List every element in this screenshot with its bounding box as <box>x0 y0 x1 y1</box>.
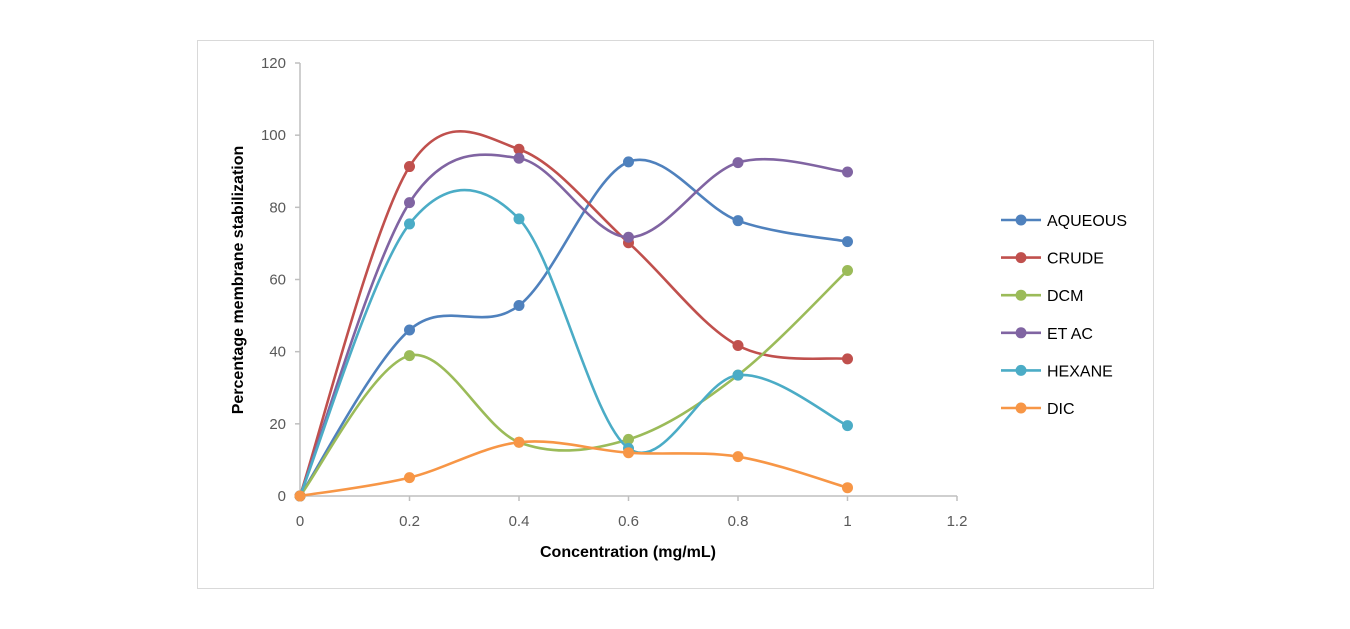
series-group <box>294 130 853 502</box>
series-aqueous <box>294 156 853 502</box>
data-point-et-ac <box>404 197 415 209</box>
legend-label-et-ac: ET AC <box>1047 326 1093 343</box>
series-line-crude <box>298 130 849 498</box>
data-point-dic <box>513 436 525 448</box>
y-tick-label: 60 <box>269 272 286 289</box>
x-axis-title: Concentration (mg/mL) <box>540 544 716 561</box>
data-point-crude <box>404 161 415 173</box>
x-tick-label: 0.4 <box>509 513 530 530</box>
y-tick-label: 0 <box>278 488 286 505</box>
data-point-dcm <box>842 264 853 276</box>
series-dcm <box>294 264 853 502</box>
data-point-hexane <box>732 369 744 381</box>
legend-label-dic: DIC <box>1047 401 1075 418</box>
data-point-dic <box>404 472 415 484</box>
data-point-aqueous <box>404 324 415 336</box>
legend-marker-crude <box>1015 252 1027 264</box>
data-point-et-ac <box>732 157 744 169</box>
chart-frame <box>197 40 1154 589</box>
y-tick-label: 100 <box>261 127 286 144</box>
x-tick-label: 0 <box>296 513 304 530</box>
series-line-dic <box>298 440 849 498</box>
x-tick-label: 0.6 <box>618 513 639 530</box>
data-point-dic <box>842 482 853 494</box>
legend-item-crude: CRUDE <box>1001 251 1104 268</box>
y-axis-title: Percentage membrane stabilization <box>230 146 247 415</box>
legend-label-crude: CRUDE <box>1047 251 1104 268</box>
series-line-dcm <box>298 269 849 498</box>
data-point-dic <box>623 447 634 459</box>
legend-label-aqueous: AQUEOUS <box>1047 213 1127 230</box>
data-point-dic <box>732 451 744 463</box>
legend: AQUEOUS CRUDE DCM ET AC HEXANE DIC <box>1001 213 1127 418</box>
y-tick-label: 80 <box>269 199 286 216</box>
data-point-hexane <box>404 218 415 230</box>
data-point-hexane <box>842 420 853 432</box>
legend-item-hexane: HEXANE <box>1001 363 1113 380</box>
x-tick-label: 0.8 <box>728 513 749 530</box>
y-tick-label: 40 <box>269 344 286 361</box>
x-tick-label: 1.2 <box>947 513 968 530</box>
legend-item-dcm: DCM <box>1001 288 1083 305</box>
data-point-dcm <box>623 433 634 445</box>
data-point-et-ac <box>513 152 525 164</box>
data-point-aqueous <box>842 236 853 248</box>
legend-item-dic: DIC <box>1001 401 1075 418</box>
legend-marker-hexane <box>1015 364 1027 376</box>
data-point-aqueous <box>732 215 744 227</box>
data-point-dic <box>294 490 306 502</box>
y-tick-label: 20 <box>269 416 286 433</box>
data-point-aqueous <box>513 299 525 311</box>
x-tick-label: 0.2 <box>399 513 420 530</box>
data-point-et-ac <box>623 231 634 243</box>
legend-item-et-ac: ET AC <box>1001 326 1093 343</box>
legend-label-dcm: DCM <box>1047 288 1083 305</box>
data-point-crude <box>842 353 853 365</box>
legend-marker-dcm <box>1015 289 1027 301</box>
data-point-crude <box>513 143 525 155</box>
axes: 0 0.2 0.4 0.6 0.8 1 1.2 0 20 40 60 80 100 120 <box>261 55 967 530</box>
data-point-et-ac <box>842 166 853 178</box>
legend-marker-dic <box>1015 402 1027 414</box>
data-point-aqueous <box>623 156 634 168</box>
data-point-crude <box>732 340 744 352</box>
data-point-hexane <box>513 213 525 225</box>
legend-item-aqueous: AQUEOUS <box>1001 213 1127 230</box>
legend-marker-et-ac <box>1015 327 1027 339</box>
y-tick-label: 120 <box>261 55 286 72</box>
legend-label-hexane: HEXANE <box>1047 363 1113 380</box>
x-tick-label: 1 <box>843 513 851 530</box>
series-dic <box>294 436 853 502</box>
legend-marker-aqueous <box>1015 214 1027 226</box>
data-point-dcm <box>404 350 415 362</box>
